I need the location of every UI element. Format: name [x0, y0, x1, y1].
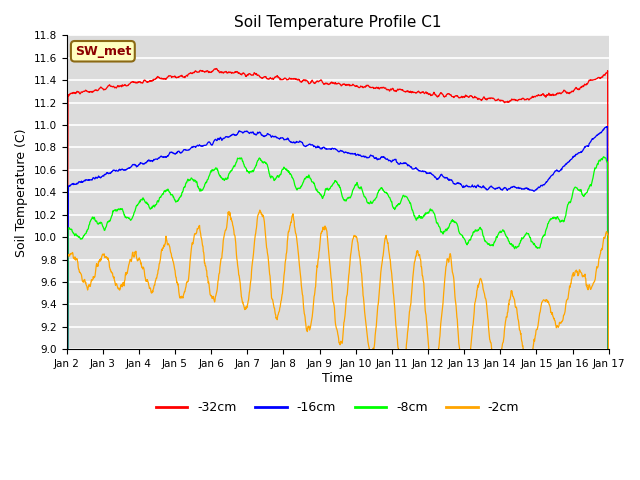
Y-axis label: Soil Temperature (C): Soil Temperature (C) — [15, 128, 28, 257]
Text: SW_met: SW_met — [75, 45, 131, 58]
Title: Soil Temperature Profile C1: Soil Temperature Profile C1 — [234, 15, 442, 30]
X-axis label: Time: Time — [323, 372, 353, 385]
Legend: -32cm, -16cm, -8cm, -2cm: -32cm, -16cm, -8cm, -2cm — [151, 396, 524, 420]
